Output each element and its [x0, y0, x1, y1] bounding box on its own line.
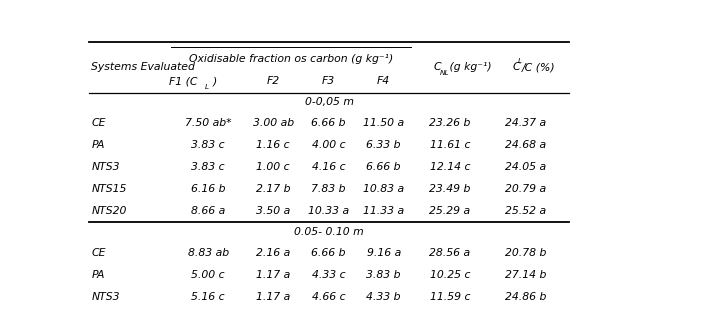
Text: 20.78 b: 20.78 b	[506, 248, 547, 258]
Text: 7.50 ab*: 7.50 ab*	[185, 118, 231, 128]
Text: 10.83 a: 10.83 a	[363, 184, 404, 194]
Text: 1.16 c: 1.16 c	[256, 140, 290, 150]
Text: 1.00 c: 1.00 c	[256, 162, 290, 172]
Text: 12.14 c: 12.14 c	[429, 162, 470, 172]
Text: 10.33 a: 10.33 a	[308, 206, 349, 217]
Text: 23.26 b: 23.26 b	[429, 118, 471, 128]
Text: NL: NL	[439, 71, 449, 76]
Text: 4.33 c: 4.33 c	[312, 270, 345, 280]
Text: 3.83 c: 3.83 c	[192, 162, 225, 172]
Text: 9.16 a: 9.16 a	[367, 248, 401, 258]
Text: 25.29 a: 25.29 a	[429, 206, 471, 217]
Text: 8.83 ab: 8.83 ab	[188, 248, 229, 258]
Text: (g kg⁻¹): (g kg⁻¹)	[446, 62, 492, 72]
Text: 5.16 c: 5.16 c	[192, 292, 225, 302]
Text: 7.83 b: 7.83 b	[311, 184, 346, 194]
Text: 5.00 c: 5.00 c	[192, 270, 225, 280]
Text: 24.05 a: 24.05 a	[506, 162, 547, 172]
Text: NTS20: NTS20	[91, 206, 127, 217]
Text: NTS15: NTS15	[91, 184, 127, 194]
Text: F1 (C: F1 (C	[169, 76, 197, 86]
Text: L: L	[205, 84, 209, 90]
Text: C: C	[434, 62, 441, 72]
Text: 27.14 b: 27.14 b	[506, 270, 547, 280]
Text: 3.00 ab: 3.00 ab	[253, 118, 294, 128]
Text: 24.68 a: 24.68 a	[506, 140, 547, 150]
Text: 20.79 a: 20.79 a	[506, 184, 547, 194]
Text: 28.56 a: 28.56 a	[429, 248, 471, 258]
Text: 4.33 b: 4.33 b	[367, 292, 401, 302]
Text: 3.50 a: 3.50 a	[256, 206, 290, 217]
Text: /C (%): /C (%)	[522, 62, 555, 72]
Text: 3.83 b: 3.83 b	[367, 270, 401, 280]
Text: 0.05- 0.10 m: 0.05- 0.10 m	[294, 227, 364, 237]
Text: F3: F3	[322, 76, 335, 86]
Text: 6.66 b: 6.66 b	[311, 118, 346, 128]
Text: 2.17 b: 2.17 b	[256, 184, 290, 194]
Text: 11.61 c: 11.61 c	[429, 140, 470, 150]
Text: 4.16 c: 4.16 c	[312, 162, 345, 172]
Text: 2.16 a: 2.16 a	[256, 248, 290, 258]
Text: 6.66 b: 6.66 b	[311, 248, 346, 258]
Text: PA: PA	[91, 270, 105, 280]
Text: 4.66 c: 4.66 c	[312, 292, 345, 302]
Text: 11.59 c: 11.59 c	[429, 292, 470, 302]
Text: 25.52 a: 25.52 a	[506, 206, 547, 217]
Text: 23.49 b: 23.49 b	[429, 184, 471, 194]
Text: 1.17 a: 1.17 a	[256, 292, 290, 302]
Text: 24.37 a: 24.37 a	[506, 118, 547, 128]
Text: 4.00 c: 4.00 c	[312, 140, 345, 150]
Text: L: L	[518, 58, 522, 65]
Text: NTS3: NTS3	[91, 292, 120, 302]
Text: ): )	[213, 76, 217, 86]
Text: 6.16 b: 6.16 b	[191, 184, 226, 194]
Text: F4: F4	[377, 76, 390, 86]
Text: 1.17 a: 1.17 a	[256, 270, 290, 280]
Text: 10.25 c: 10.25 c	[429, 270, 470, 280]
Text: 24.86 b: 24.86 b	[506, 292, 547, 302]
Text: F2: F2	[267, 76, 280, 86]
Text: 0-0,05 m: 0-0,05 m	[305, 97, 354, 107]
Text: Oxidisable fraction os carbon (g kg⁻¹): Oxidisable fraction os carbon (g kg⁻¹)	[189, 54, 393, 64]
Text: 11.50 a: 11.50 a	[363, 118, 404, 128]
Text: 6.33 b: 6.33 b	[367, 140, 401, 150]
Text: Systems Evaluated: Systems Evaluated	[91, 62, 195, 72]
Text: C: C	[512, 62, 520, 72]
Text: PA: PA	[91, 140, 105, 150]
Text: 3.83 c: 3.83 c	[192, 140, 225, 150]
Text: 8.66 a: 8.66 a	[191, 206, 225, 217]
Text: 11.33 a: 11.33 a	[363, 206, 404, 217]
Text: CE: CE	[91, 118, 105, 128]
Text: NTS3: NTS3	[91, 162, 120, 172]
Text: CE: CE	[91, 248, 105, 258]
Text: 6.66 b: 6.66 b	[367, 162, 401, 172]
